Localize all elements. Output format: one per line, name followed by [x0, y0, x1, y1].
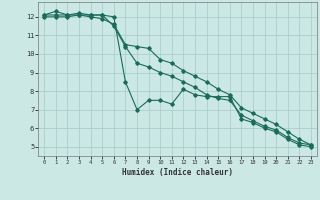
- X-axis label: Humidex (Indice chaleur): Humidex (Indice chaleur): [122, 168, 233, 177]
